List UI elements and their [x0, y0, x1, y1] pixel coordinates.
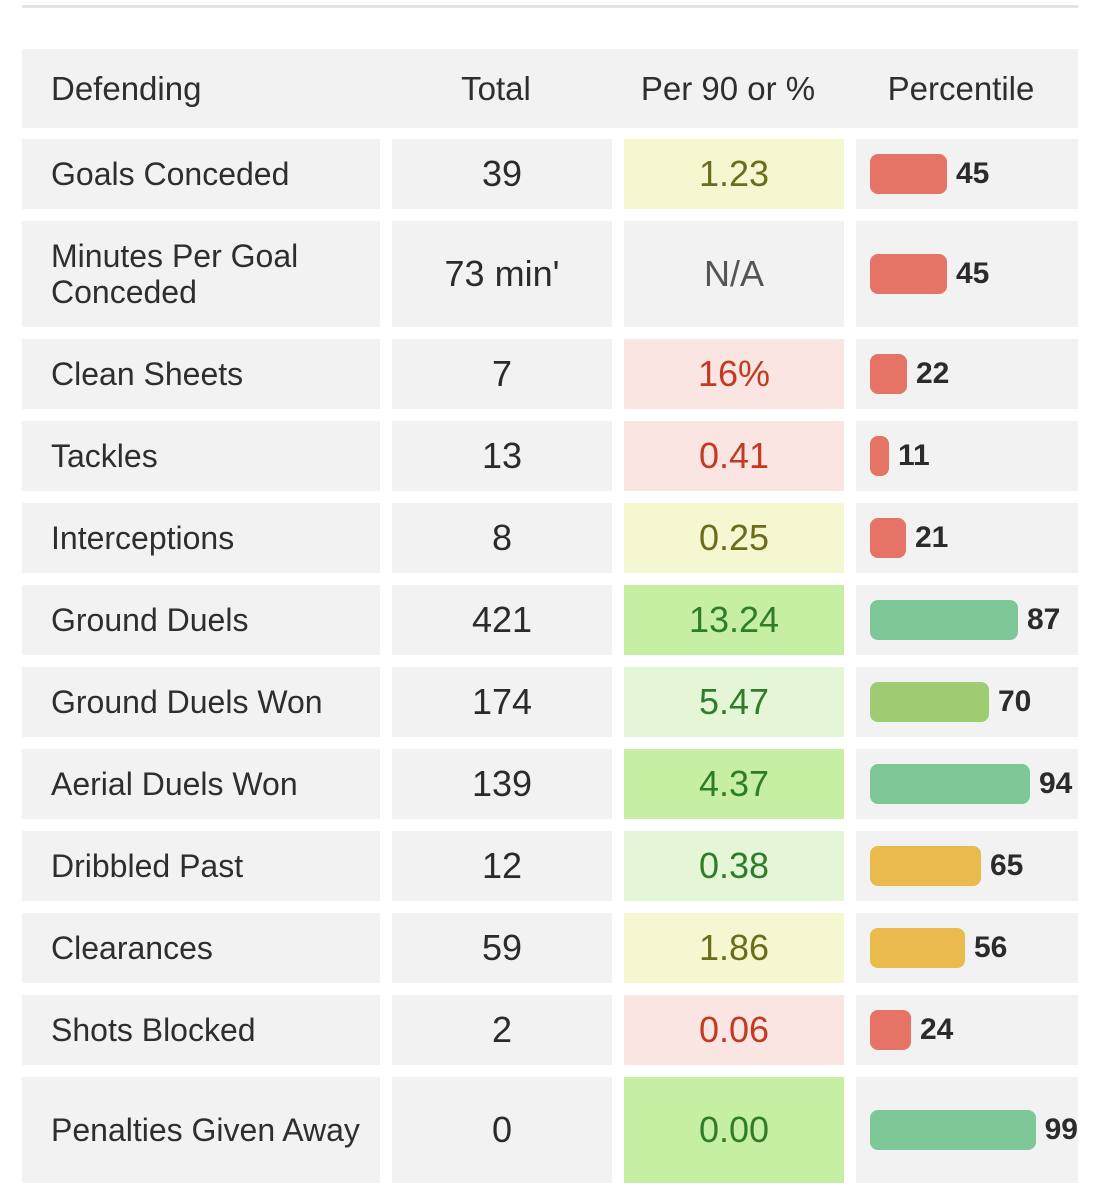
percentile-value: 99: [1044, 1113, 1078, 1146]
stat-per90: 0.38: [624, 831, 844, 901]
header-percentile: Percentile: [887, 69, 1035, 107]
stat-name: Clearances: [22, 913, 380, 983]
table-row-aerial-duels-won: Aerial Duels Won 139 4.37 94: [22, 749, 1078, 819]
percentile-bar: [870, 254, 947, 294]
stat-per90: 5.47: [624, 667, 844, 737]
percentile-bar: [870, 1010, 911, 1050]
stat-name: Aerial Duels Won: [22, 749, 380, 819]
defending-stats-table: Defending Total Per 90 or % Percentile G…: [22, 49, 1078, 1195]
stat-name: Tackles: [22, 421, 380, 491]
table-row-interceptions: Interceptions 8 0.25 21: [22, 503, 1078, 573]
stat-name: Dribbled Past: [22, 831, 380, 901]
table-row-shots-blocked: Shots Blocked 2 0.06 24: [22, 995, 1078, 1065]
stat-percentile: 22: [856, 339, 1078, 409]
percentile-value: 94: [1039, 767, 1073, 800]
stat-percentile: 21: [856, 503, 1078, 573]
stat-name: Penalties Given Away: [22, 1077, 380, 1183]
percentile-bar: [870, 154, 947, 194]
percentile-value: 45: [956, 157, 990, 190]
stat-percentile: 70: [856, 667, 1078, 737]
percentile-value: 11: [898, 439, 930, 472]
percentile-bar: [870, 354, 907, 394]
stat-per90: 1.86: [624, 913, 844, 983]
stat-total: 13: [392, 421, 612, 491]
stat-total: 174: [392, 667, 612, 737]
table-body: Goals Conceded 39 1.23 45 Minutes Per Goal C…: [22, 139, 1078, 1183]
stat-percentile: 65: [856, 831, 1078, 901]
stat-name: Shots Blocked: [22, 995, 380, 1065]
percentile-bar: [870, 436, 889, 476]
percentile-value: 65: [990, 849, 1024, 882]
stat-name: Goals Conceded: [22, 139, 380, 209]
percentile-value: 45: [956, 257, 990, 290]
top-divider: [22, 5, 1078, 8]
percentile-bar: [870, 846, 981, 886]
table-header: Defending Total Per 90 or % Percentile: [22, 49, 1078, 128]
stat-per90: 0.25: [624, 503, 844, 573]
stat-name: Ground Duels Won: [22, 667, 380, 737]
stat-per90: 0.06: [624, 995, 844, 1065]
stat-per90: 4.37: [624, 749, 844, 819]
percentile-value: 70: [998, 685, 1032, 718]
percentile-value: 22: [916, 357, 950, 390]
stat-percentile: 45: [856, 221, 1078, 327]
header-per90: Per 90 or %: [640, 69, 816, 107]
stat-per90: 13.24: [624, 585, 844, 655]
table-row-clearances: Clearances 59 1.86 56: [22, 913, 1078, 983]
stat-percentile: 11: [856, 421, 1078, 491]
table-row-ground-duels-won: Ground Duels Won 174 5.47 70: [22, 667, 1078, 737]
percentile-value: 87: [1027, 603, 1061, 636]
table-row-clean-sheets: Clean Sheets 7 16% 22: [22, 339, 1078, 409]
stat-per90: 16%: [624, 339, 844, 409]
stat-name: Ground Duels: [22, 585, 380, 655]
table-row-ground-duels: Ground Duels 421 13.24 87: [22, 585, 1078, 655]
table-row-tackles: Tackles 13 0.41 11: [22, 421, 1078, 491]
percentile-bar: [870, 1110, 1036, 1150]
stat-name: Minutes Per Goal Conceded: [22, 221, 380, 327]
percentile-bar: [870, 928, 965, 968]
stat-name: Clean Sheets: [22, 339, 380, 409]
percentile-value: 56: [974, 931, 1008, 964]
percentile-bar: [870, 600, 1018, 640]
stat-total: 2: [392, 995, 612, 1065]
stat-total: 39: [392, 139, 612, 209]
header-defending: Defending: [51, 69, 202, 107]
percentile-bar: [870, 764, 1030, 804]
table-row-minutes-per-goal-conceded: Minutes Per Goal Conceded 73 min' N/A 45: [22, 221, 1078, 327]
percentile-value: 24: [920, 1013, 954, 1046]
percentile-bar: [870, 518, 906, 558]
percentile-bar: [870, 682, 989, 722]
stat-percentile: 24: [856, 995, 1078, 1065]
stat-name: Interceptions: [22, 503, 380, 573]
stat-percentile: 99: [856, 1077, 1078, 1183]
stat-total: 0: [392, 1077, 612, 1183]
stat-total: 7: [392, 339, 612, 409]
stat-percentile: 87: [856, 585, 1078, 655]
header-total: Total: [461, 69, 531, 107]
table-row-goals-conceded: Goals Conceded 39 1.23 45: [22, 139, 1078, 209]
stat-total: 73 min': [392, 221, 612, 327]
stat-percentile: 94: [856, 749, 1078, 819]
stat-percentile: 45: [856, 139, 1078, 209]
stat-per90: 1.23: [624, 139, 844, 209]
stat-total: 8: [392, 503, 612, 573]
table-row-penalties-given-away: Penalties Given Away 0 0.00 99: [22, 1077, 1078, 1183]
table-row-dribbled-past: Dribbled Past 12 0.38 65: [22, 831, 1078, 901]
stat-per90: 0.41: [624, 421, 844, 491]
stat-total: 59: [392, 913, 612, 983]
stat-total: 421: [392, 585, 612, 655]
stat-percentile: 56: [856, 913, 1078, 983]
stat-per90: N/A: [624, 221, 844, 327]
stat-per90: 0.00: [624, 1077, 844, 1183]
stat-total: 12: [392, 831, 612, 901]
percentile-value: 21: [915, 521, 949, 554]
stat-total: 139: [392, 749, 612, 819]
